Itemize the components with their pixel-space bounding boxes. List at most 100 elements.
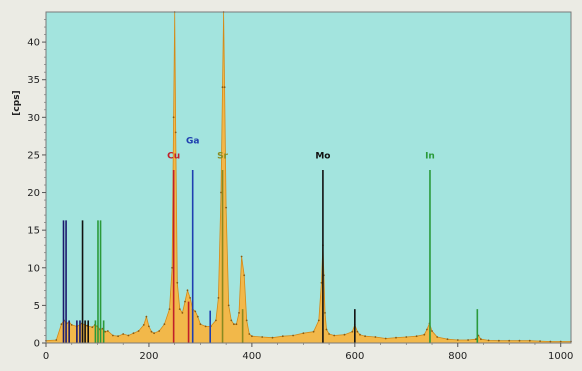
spectrum-point (324, 312, 326, 314)
spectrum-point (70, 324, 73, 326)
spectrum-point (351, 330, 354, 333)
spectrum-point (227, 304, 230, 307)
spectrum-point (423, 333, 426, 336)
spectrum-point (474, 338, 477, 341)
spectrum-point (539, 340, 541, 342)
spectrum-point (325, 328, 328, 331)
spectrum-point (320, 281, 323, 284)
spectrum-point (189, 297, 192, 299)
spectrum-point (446, 338, 449, 341)
spectrum-point (217, 297, 220, 299)
spectrum-point (243, 274, 246, 277)
x-tick-label: 0 (43, 351, 49, 362)
spectrum-point (245, 319, 248, 322)
element-label-cu: Cu (167, 152, 180, 162)
spectrum-point (106, 330, 109, 332)
spectrum-point (467, 339, 469, 341)
element-label-mo: Mo (315, 152, 330, 162)
y-tick-label: 10 (27, 263, 40, 274)
x-tick-label: 800 (448, 351, 467, 362)
spectrum-point (395, 336, 397, 339)
spectrum-point (456, 339, 459, 341)
spectrum-point (508, 339, 511, 342)
spectrum-point (112, 334, 114, 337)
y-tick-label: 25 (27, 150, 40, 161)
spectrum-point (302, 332, 305, 335)
spectrum-point (181, 312, 184, 314)
spectrum-point (194, 310, 197, 313)
spectrum-point (374, 336, 377, 338)
spectrum-point (240, 255, 243, 258)
spectrum-point (168, 308, 171, 310)
plot-area (46, 12, 571, 343)
spectrum-point (356, 330, 359, 333)
spectrum-point (328, 333, 330, 335)
spectrum-point (359, 333, 361, 336)
spectrum-point (60, 323, 63, 326)
spectrum-point (271, 336, 274, 339)
spectrum-point (384, 337, 387, 340)
spectrum-point (261, 336, 264, 338)
spectrum-point (292, 334, 294, 337)
spectrum-point (415, 335, 418, 338)
spectrum-point (364, 335, 366, 338)
spectrum-point (333, 334, 336, 337)
spectrum-point (184, 300, 186, 303)
spectrum-point (137, 330, 140, 332)
spectrum-point (150, 330, 153, 333)
spectrum-point (220, 191, 222, 194)
element-label-in: In (425, 152, 435, 162)
spectrum-point (221, 86, 224, 89)
spectrum-point (487, 339, 490, 342)
spectrum-point (528, 339, 531, 342)
spectrum-point (343, 333, 346, 336)
spectrum-point (204, 325, 207, 328)
spectrum-point (235, 323, 238, 326)
y-axis-label: [cps] (12, 90, 22, 115)
spectrum-point (233, 323, 235, 326)
spectrum-point (117, 335, 119, 338)
spectrum-point (178, 308, 181, 310)
x-tick-label: 400 (242, 351, 261, 362)
spectrum-point (55, 339, 58, 341)
y-tick-label: 40 (27, 38, 40, 49)
spectrum-point (426, 328, 428, 331)
y-tick-label: 5 (34, 301, 40, 312)
spectrum-point (215, 319, 217, 322)
spectrum-point (122, 333, 125, 335)
spectrum-point (199, 323, 202, 326)
spectrum-point (405, 336, 408, 338)
spectrum-point (436, 336, 439, 338)
y-tick-label: 20 (27, 188, 40, 199)
element-label-ga: Ga (186, 137, 199, 147)
spectrum-point (132, 332, 135, 335)
spectrum-point (225, 206, 228, 209)
spectrum-point (142, 324, 145, 326)
spectrum-point (174, 131, 177, 134)
element-label-sr: Sr (217, 152, 228, 162)
y-tick-label: 35 (27, 75, 40, 86)
spectrum-point (230, 319, 233, 322)
x-tick-label: 1000 (548, 351, 573, 362)
spectrum-point (104, 330, 107, 333)
y-tick-label: 15 (27, 226, 40, 237)
spectrum-point (480, 338, 482, 341)
spectrum-point (127, 334, 130, 337)
spectrum-point (251, 335, 253, 338)
spectrum-point (312, 330, 315, 333)
spectrum-point (549, 340, 552, 343)
spectrum-point (317, 319, 320, 322)
spectrum-point (145, 315, 148, 318)
spectrum-point (223, 86, 226, 89)
spectrum-point (248, 333, 251, 335)
spectrum-point (148, 325, 150, 328)
x-tick-label: 600 (345, 351, 364, 362)
spectrum-point (498, 339, 500, 342)
spectrum-point (431, 330, 433, 332)
spectrum-point (559, 340, 562, 343)
y-tick-label: 0 (34, 339, 40, 350)
spectrum-point (153, 332, 156, 335)
spectrum-point (176, 281, 179, 284)
